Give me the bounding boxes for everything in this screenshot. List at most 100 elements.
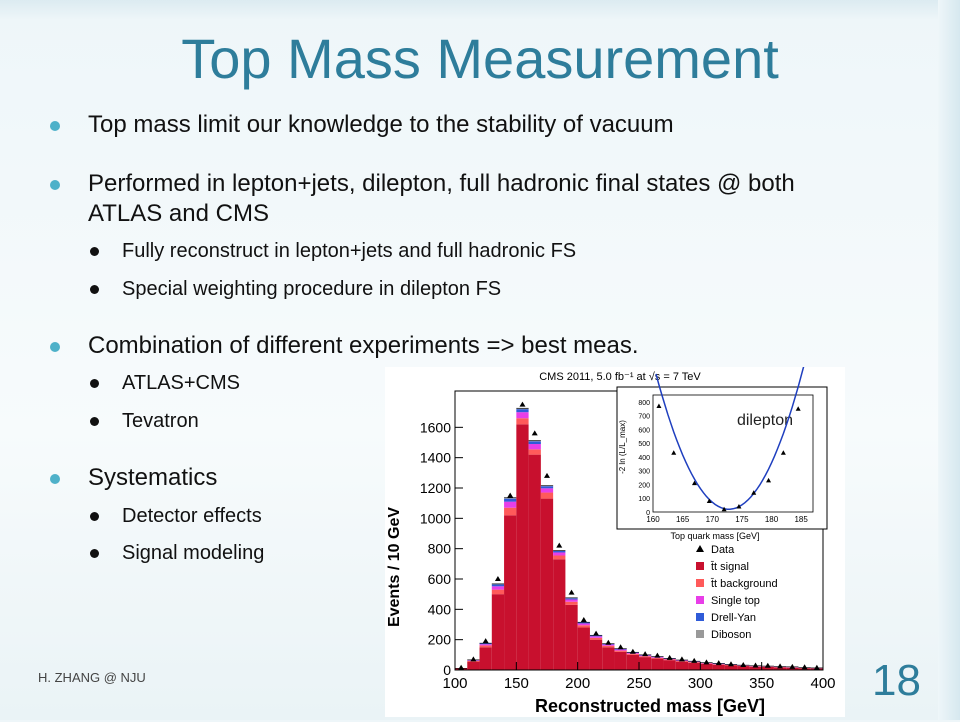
legend-label-4: Drell-Yan <box>711 612 756 624</box>
data-point-16 <box>654 653 660 658</box>
legend-swatch-4 <box>696 613 704 621</box>
bar-ttbackground-7 <box>541 493 553 499</box>
bar-ttbackground-14 <box>627 654 639 655</box>
bar-singletop-11 <box>590 636 602 638</box>
bar-ttbackground-9 <box>565 602 577 605</box>
data-point-28 <box>802 664 808 669</box>
bar-drellyan-2 <box>480 643 492 644</box>
data-point-13 <box>618 644 624 649</box>
data-point-19 <box>691 658 697 663</box>
bar-ttbackground-12 <box>602 646 614 648</box>
bar-singletop-12 <box>602 645 614 646</box>
legend-swatch-1 <box>696 562 704 570</box>
data-point-2 <box>483 638 489 643</box>
data-point-22 <box>728 661 734 666</box>
y-axis-label: Events / 10 GeV <box>386 507 403 627</box>
y-tick-label-4: 800 <box>428 541 452 557</box>
cms-mass-plot: CMS 2011, 5.0 fb⁻¹ at √s = 7 TeV Events … <box>385 367 845 717</box>
legend-label-1: t̄t signal <box>710 561 749 573</box>
x-tick-label-5: 350 <box>749 675 774 692</box>
bar-ttsignal-13 <box>614 652 626 670</box>
bar-ttsignal-12 <box>602 647 614 670</box>
data-point-20 <box>703 659 709 664</box>
bar-ttsignal-18 <box>676 662 688 670</box>
legend-label-2: t̄t background <box>710 578 777 590</box>
bar-singletop-4 <box>504 502 516 508</box>
sub-bullet-4-1: Detector effects <box>92 503 362 529</box>
bar-singletop-13 <box>614 650 626 651</box>
legend-swatch-5 <box>696 630 704 638</box>
data-point-21 <box>716 660 722 665</box>
inset-y-tick-1: 100 <box>638 496 650 503</box>
data-point-18 <box>679 656 685 661</box>
inset-y-tick-0: 0 <box>646 510 650 517</box>
bar-ttbackground-11 <box>590 638 602 640</box>
bar-ttsignal-3 <box>492 594 504 670</box>
bar-singletop-3 <box>492 586 504 589</box>
inset-y-label: -2 ln (L/L_max) <box>618 420 627 474</box>
bar-ttbackground-10 <box>578 625 590 627</box>
bar-ttsignal-20 <box>700 664 712 670</box>
bar-drellyan-8 <box>553 551 565 553</box>
legend-label-0: Data <box>711 544 735 556</box>
data-point-15 <box>642 651 648 656</box>
slide-title: Top Mass Measurement <box>0 26 960 91</box>
y-tick-label-3: 600 <box>428 571 452 587</box>
data-point-26 <box>777 663 783 668</box>
bar-drellyan-7 <box>541 486 553 488</box>
bar-ttsignal-15 <box>639 657 651 670</box>
bar-ttbackground-6 <box>529 449 541 454</box>
data-point-25 <box>765 663 771 668</box>
bar-ttsignal-6 <box>529 455 541 670</box>
bar-ttbackground-3 <box>492 590 504 595</box>
sub-bullet-2-1: Fully reconstruct in lepton+jets and ful… <box>92 238 792 264</box>
inset-y-tick-5: 500 <box>638 441 650 448</box>
data-point-6 <box>532 430 538 435</box>
legend-label-3: Single top <box>711 595 760 607</box>
main-chart: CMS 2011, 5.0 fb⁻¹ at √s = 7 TeV Events … <box>385 367 845 717</box>
bullet-1: Top mass limit our knowledge to the stab… <box>58 110 878 140</box>
y-tick-label-8: 1600 <box>420 419 451 435</box>
data-point-3 <box>495 576 501 581</box>
inset-y-tick-4: 400 <box>638 455 650 462</box>
inset-label: dilepton <box>737 412 793 429</box>
bar-singletop-7 <box>541 488 553 492</box>
y-tick-label-5: 1000 <box>420 510 451 526</box>
sub-bullet-2-2: Special weighting procedure in dilepton … <box>92 276 792 302</box>
data-point-27 <box>789 664 795 669</box>
bar-singletop-10 <box>578 623 590 625</box>
inset-x-tick-1: 165 <box>676 515 690 524</box>
sub-bullet-3-2: Tevatron <box>92 408 362 434</box>
inset-x-tick-3: 175 <box>735 515 749 524</box>
data-point-11 <box>593 631 599 636</box>
inset-y-tick-2: 200 <box>638 482 650 489</box>
bar-singletop-8 <box>553 552 565 555</box>
bar-ttsignal-9 <box>565 605 577 670</box>
legend-swatch-2 <box>696 579 704 587</box>
bar-ttsignal-19 <box>688 663 700 670</box>
data-point-23 <box>740 662 746 667</box>
inset-x-tick-4: 180 <box>765 515 779 524</box>
inset-x-label: Top quark mass [GeV] <box>670 531 759 541</box>
inset-y-tick-7: 700 <box>638 414 650 421</box>
bar-drellyan-9 <box>565 598 577 599</box>
inset-x-tick-5: 185 <box>794 515 808 524</box>
data-point-29 <box>814 665 820 670</box>
legend-swatch-data <box>696 545 704 552</box>
bar-drellyan-6 <box>529 441 541 444</box>
y-tick-label-6: 1200 <box>420 480 451 496</box>
bar-drellyan-11 <box>590 636 602 637</box>
data-point-9 <box>569 590 575 595</box>
data-point-12 <box>605 640 611 645</box>
legend-swatch-3 <box>696 596 704 604</box>
bar-drellyan-3 <box>492 584 504 586</box>
data-point-1 <box>470 656 476 661</box>
bar-ttsignal-8 <box>553 559 565 670</box>
inset-y-tick-6: 600 <box>638 427 650 434</box>
bar-ttsignal-7 <box>541 499 553 670</box>
data-point-7 <box>544 473 550 478</box>
x-tick-label-4: 300 <box>688 675 713 692</box>
x-tick-label-3: 250 <box>626 675 651 692</box>
right-band <box>938 0 960 720</box>
y-tick-label-7: 1400 <box>420 450 451 466</box>
